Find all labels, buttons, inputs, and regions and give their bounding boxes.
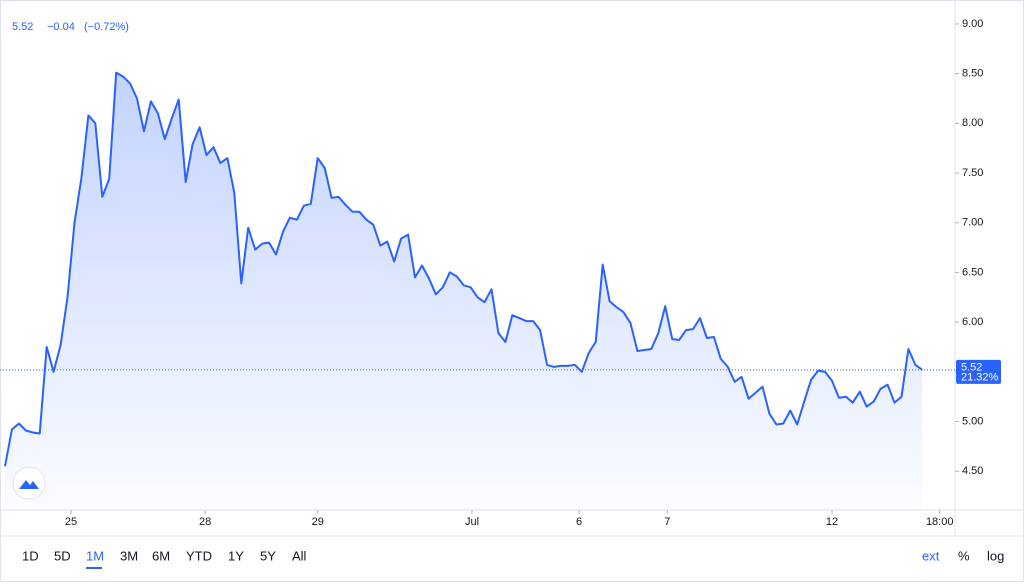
- last-price-tag: [956, 359, 1001, 384]
- x-tick-label: 18:00: [926, 516, 954, 528]
- range-button[interactable]: 5Y: [260, 548, 276, 563]
- range-button[interactable]: 6M: [152, 548, 170, 563]
- x-tick-label: 12: [826, 516, 838, 528]
- y-tick-label: 8.50: [962, 68, 983, 80]
- y-tick-label: 8.00: [962, 117, 983, 129]
- option-button[interactable]: ext: [922, 548, 940, 563]
- header-last: 5.52: [12, 21, 33, 33]
- y-tick-label: 6.50: [962, 266, 983, 278]
- header-change-pct: (−0.72%): [84, 21, 129, 33]
- y-tick-label: 7.00: [962, 217, 983, 229]
- option-button[interactable]: %: [958, 548, 970, 563]
- x-tick-label: 29: [312, 516, 324, 528]
- y-tick-label: 6.00: [962, 316, 983, 328]
- range-button[interactable]: 5D: [54, 548, 71, 563]
- x-tick-label: 7: [664, 516, 670, 528]
- x-tick-label: 6: [576, 516, 582, 528]
- range-button[interactable]: 3M: [120, 548, 138, 563]
- range-button[interactable]: 1M: [86, 548, 104, 563]
- range-button[interactable]: All: [292, 548, 307, 563]
- price-line: [4, 71, 923, 467]
- x-tick-label: 28: [199, 516, 211, 528]
- y-tick-label: 9.00: [962, 18, 983, 30]
- header-change: −0.04: [47, 21, 75, 33]
- area: [5, 72, 923, 510]
- last-pct-label: 21.32%: [961, 372, 999, 384]
- y-tick-label: 7.50: [962, 167, 983, 179]
- last-price-label: 5.52: [961, 362, 982, 374]
- logo: [12, 466, 46, 500]
- range-button[interactable]: 1D: [22, 548, 39, 563]
- x-tick-label: 25: [65, 516, 77, 528]
- range-button[interactable]: YTD: [186, 548, 212, 563]
- y-tick-label: 5.00: [962, 415, 983, 427]
- x-tick-label: Jul: [465, 516, 479, 528]
- option-button[interactable]: log: [987, 548, 1004, 563]
- range-button[interactable]: 1Y: [228, 548, 244, 563]
- y-tick-label: 4.50: [962, 465, 983, 477]
- plot: [4, 71, 923, 510]
